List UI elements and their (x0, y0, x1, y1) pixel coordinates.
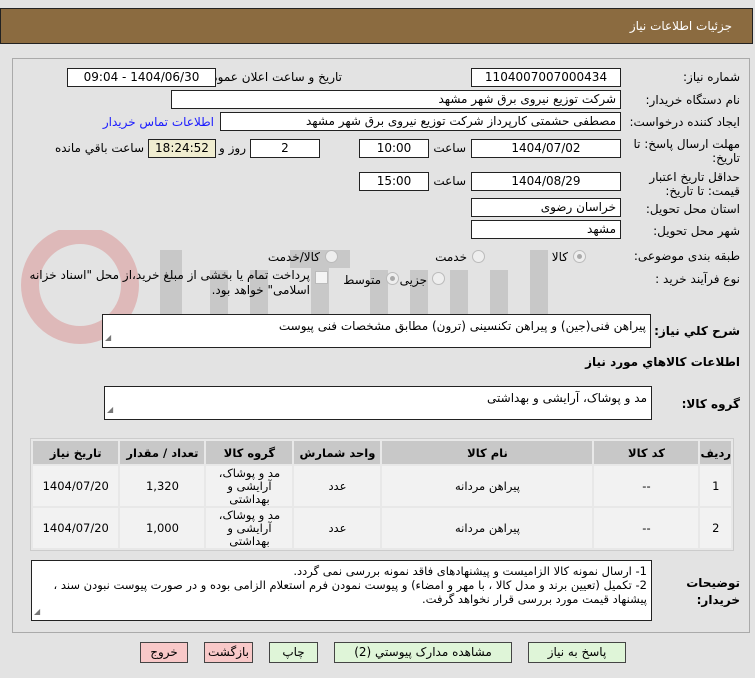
col-date: تاریخ نیاز (33, 441, 119, 464)
cell-code: -- (594, 508, 699, 548)
treasury-payment-checkbox[interactable] (315, 271, 328, 284)
cell-index: 1 (700, 466, 731, 506)
cell-name: پیراهن مردانه (382, 466, 593, 506)
notes-textarea[interactable]: 1- ارسال نمونه کالا الزامیست و پیشنهادها… (31, 560, 652, 621)
need-number-label: شماره نیاز: (683, 70, 740, 84)
city-label: شهر محل تحویل: (653, 224, 740, 238)
days-label: روز و (219, 141, 246, 155)
cell-date: 1404/07/20 (33, 508, 119, 548)
resize-grip-icon[interactable]: ◢ (34, 607, 41, 616)
days-field[interactable]: 2 (250, 139, 320, 158)
process-radio-medium[interactable] (386, 272, 399, 285)
buyer-field[interactable]: شرکت توزیع نیروی برق شهر مشهد (171, 90, 621, 109)
process-option-minor: جزیی (399, 273, 427, 287)
table-header-row: ردیف کد کالا نام کالا واحد شمارش گروه کا… (33, 441, 731, 464)
notes-line-1: 1- ارسال نمونه کالا الزامیست و پیشنهادها… (293, 564, 647, 578)
category-option-goods: کالا (551, 250, 568, 264)
description-textarea[interactable]: پیراهن فنی(جین) و پیراهن تکنسینی (ترون) … (102, 314, 651, 348)
creator-field[interactable]: مصطفی حشمتی کارپرداز شرکت توزیع نیروی بر… (220, 112, 621, 131)
process-radio-minor[interactable] (432, 272, 445, 285)
process-option-medium: متوسط (343, 273, 381, 287)
category-radio-service[interactable] (472, 250, 485, 263)
goods-group-text: مد و پوشاک، آرایشی و بهداشتی (487, 391, 647, 405)
need-number-field[interactable]: 1104007007000434 (471, 68, 621, 87)
col-index: ردیف (700, 441, 731, 464)
deadline-label: مهلت ارسال پاسخ: تا تاریخ: (633, 137, 740, 165)
announce-field[interactable]: 1404/06/30 - 09:04 (67, 68, 216, 87)
city-field[interactable]: مشهد (471, 220, 621, 239)
cell-unit: عدد (294, 508, 381, 548)
reply-button[interactable]: پاسخ به نیاز (528, 642, 626, 663)
notes-label: توضیحات خریدار: (686, 576, 740, 607)
province-label: استان محل تحویل: (645, 202, 740, 216)
category-label: طبقه بندی موضوعی: (633, 249, 740, 263)
description-text: پیراهن فنی(جین) و پیراهن تکنسینی (ترون) … (278, 319, 646, 333)
page-title: جزئیات اطلاعات نیاز (629, 19, 732, 33)
cell-code: -- (594, 466, 699, 506)
cell-date: 1404/07/20 (33, 466, 119, 506)
col-group: گروه کالا (206, 441, 293, 464)
goods-table: ردیف کد کالا نام کالا واحد شمارش گروه کا… (30, 438, 734, 551)
col-name: نام کالا (382, 441, 593, 464)
announce-label: تاریخ و ساعت اعلان عمومی: (197, 70, 342, 84)
col-unit: واحد شمارش (294, 441, 381, 464)
buyer-label: نام دستگاه خریدار: (645, 93, 741, 107)
resize-grip-icon[interactable]: ◢ (107, 405, 114, 414)
cell-group: مد و پوشاک، آرایشی و بهداشتی (206, 466, 293, 506)
notes-line-2: 2- تکمیل (تعیین برند و مدل کالا ، با مهر… (53, 578, 647, 606)
validity-label: حداقل تاريخ اعتبار قيمت: تا تاريخ: (649, 170, 740, 198)
validity-time-label: ساعت (433, 174, 466, 188)
goods-section-title: اطلاعات كالاهاي مورد نياز (585, 355, 740, 369)
cell-name: پیراهن مردانه (382, 508, 593, 548)
remaining-label: ساعت باقي مانده (54, 141, 144, 155)
col-code: کد کالا (594, 441, 699, 464)
table-row: 2 -- پیراهن مردانه عدد مد و پوشاک، آرایش… (33, 508, 731, 548)
view-attachments-button[interactable]: مشاهده مدارک پیوستي (2) (334, 642, 512, 663)
deadline-date-field[interactable]: 1404/07/02 (471, 139, 621, 158)
category-radio-goods[interactable] (573, 250, 586, 263)
goods-group-label: گروه کالا: (681, 397, 740, 411)
resize-grip-icon[interactable]: ◢ (105, 333, 112, 342)
validity-time-field[interactable]: 15:00 (359, 172, 429, 191)
cell-qty: 1,320 (120, 466, 205, 506)
goods-group-textarea[interactable]: مد و پوشاک، آرایشی و بهداشتی ◢ (104, 386, 652, 420)
cell-group: مد و پوشاک، آرایشی و بهداشتی (206, 508, 293, 548)
remaining-time-field: 18:24:52 (148, 139, 216, 158)
treasury-payment-note: پرداخت تمام یا بخشی از مبلغ خرید،از محل … (29, 268, 310, 297)
category-radio-both[interactable] (325, 250, 338, 263)
print-button[interactable]: چاپ (269, 642, 318, 663)
contact-buyer-link[interactable]: اطلاعات تماس خریدار (102, 115, 214, 129)
process-label: نوع فرآیند خرید : (655, 272, 740, 286)
cell-index: 2 (700, 508, 731, 548)
description-label: شرح کلي نياز: (654, 324, 740, 338)
deadline-time-label: ساعت (433, 141, 466, 155)
category-option-service: خدمت (435, 250, 467, 264)
category-option-both: کالا/خدمت (267, 250, 320, 264)
exit-button[interactable]: خروج (140, 642, 188, 663)
province-field[interactable]: خراسان رضوی (471, 198, 621, 217)
creator-label: ایجاد کننده درخواست: (629, 115, 740, 129)
page-header: جزئیات اطلاعات نیاز (0, 8, 753, 44)
table-row: 1 -- پیراهن مردانه عدد مد و پوشاک، آرایش… (33, 466, 731, 506)
back-button[interactable]: بازگشت (204, 642, 253, 663)
validity-date-field[interactable]: 1404/08/29 (471, 172, 621, 191)
col-qty: تعداد / مقدار (120, 441, 205, 464)
deadline-time-field[interactable]: 10:00 (359, 139, 429, 158)
cell-qty: 1,000 (120, 508, 205, 548)
cell-unit: عدد (294, 466, 381, 506)
